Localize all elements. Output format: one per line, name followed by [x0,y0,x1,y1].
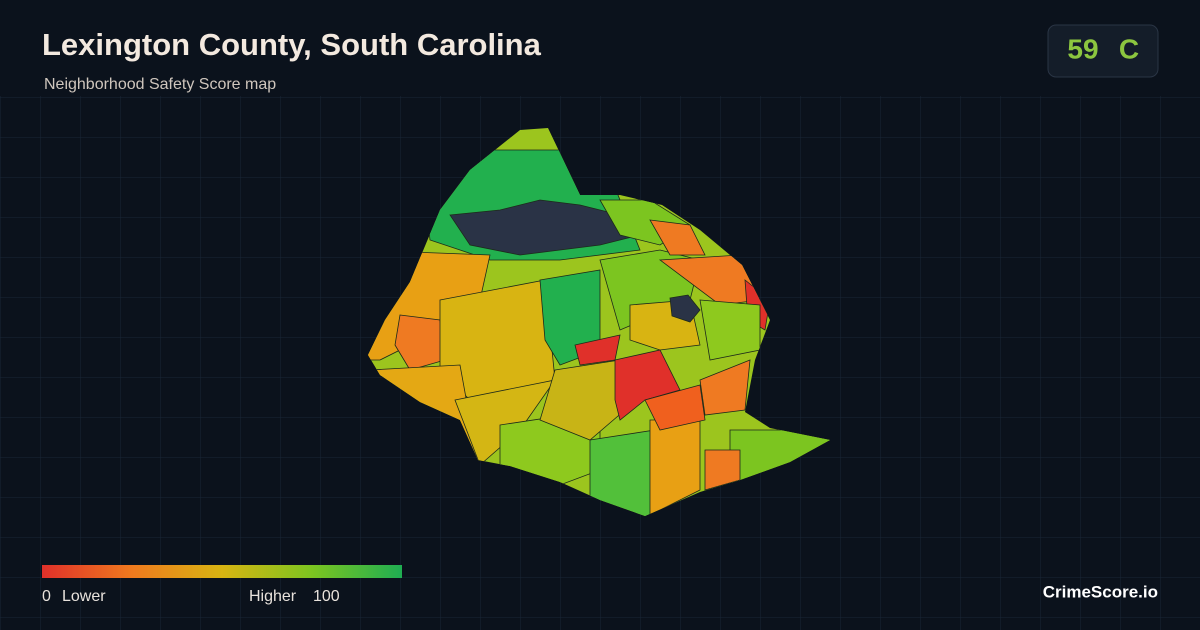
score-grade: C [1119,33,1139,64]
brand: CrimeScore.io [1043,582,1158,601]
legend-min-label: Lower [62,588,106,605]
title: Lexington County, South Carolina [42,27,542,62]
score-value: 59 [1067,33,1098,64]
legend-max: 100 [313,588,340,605]
subtitle: Neighborhood Safety Score map [44,76,276,93]
score-box [1047,24,1159,78]
legend-min: 0 [42,588,51,605]
legend-bar [42,565,402,578]
legend-max-label: Higher [249,588,297,605]
